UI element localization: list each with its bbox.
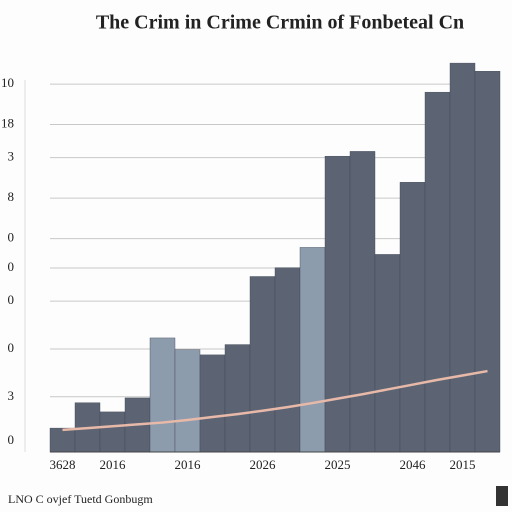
x-tick-label: 2016 [100,457,127,472]
bar [324,155,351,453]
x-tick-label: 2046 [400,457,427,472]
x-tick-label: 2016 [175,457,202,472]
bar [99,411,126,453]
chart-title: The Crim in Crime Crmin of Fonbeteal Cn [96,12,464,34]
bar [49,427,76,453]
bar [474,70,501,453]
bar [299,247,326,453]
bar [224,344,251,453]
x-tick-label: 3628 [50,457,76,472]
bar [424,91,451,453]
bar [349,151,376,453]
bar [274,267,301,453]
trend-line [62,369,488,432]
bar [249,276,276,453]
x-tick-label: 2026 [250,457,277,472]
y-tick-label: 8 [8,189,15,204]
y-tick-label: 10 [1,75,14,90]
footer: LNO C ovjef Tuetd Gonbugm [8,492,153,506]
bar [149,337,176,453]
y-tick-label: 0 [8,340,15,355]
icon [496,486,508,506]
y-tick-label: 0 [8,259,15,274]
bar [199,354,226,453]
x-tick-label: 2015 [450,457,476,472]
y-tick-label: 0 [8,432,15,447]
x-tick-label: 2025 [325,457,351,472]
bar [399,182,426,453]
y-tick-label: 3 [8,388,15,403]
y-tick-label: 18 [1,116,14,131]
y-tick-label: 0 [8,230,15,245]
y-tick-label: 3 [8,149,15,164]
bar [374,254,401,453]
y-tick-label: 0 [8,292,15,307]
bar [174,349,201,453]
bar [449,62,476,453]
